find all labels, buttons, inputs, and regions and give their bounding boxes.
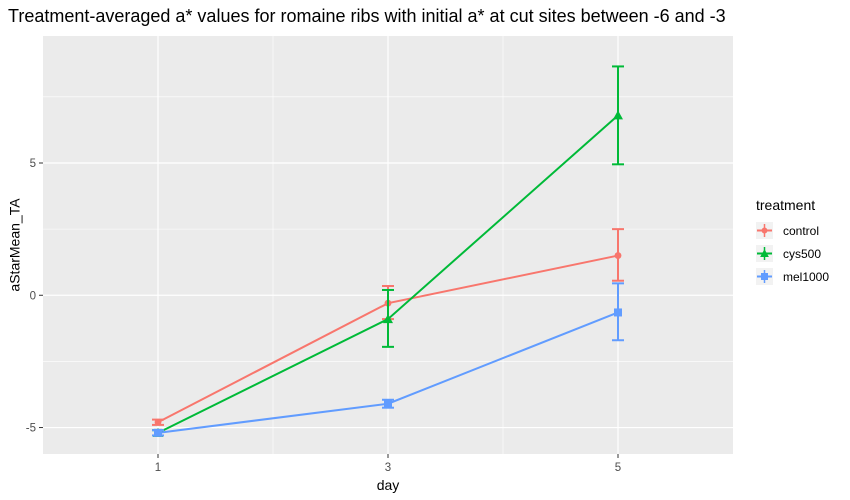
data-point-control [614, 252, 622, 259]
data-point-cys500 [613, 110, 623, 120]
chart-title: Treatment-averaged a* values for romaine… [8, 6, 726, 26]
x-tick-label: 3 [385, 462, 391, 474]
x-axis-title: day [377, 477, 400, 493]
axes: -5 0 5 1 3 5 [26, 158, 621, 474]
y-axis-title: aStarMean_TA [7, 198, 23, 292]
legend-key-marker [761, 227, 768, 234]
legend-item-mel1000: mel1000 [756, 268, 829, 285]
y-tick-label: 0 [30, 290, 36, 302]
legend-title: treatment [756, 197, 815, 213]
x-tick-label: 5 [615, 462, 621, 474]
data-point-control [154, 418, 162, 426]
legend-key-marker [761, 273, 768, 280]
legend-item-control: control [756, 222, 819, 239]
legend-label: cys500 [783, 247, 821, 261]
data-point-mel1000 [384, 399, 392, 408]
series-mel1000 [152, 282, 624, 437]
legend-label: mel1000 [783, 270, 829, 284]
data-point-mel1000 [154, 428, 162, 437]
legend-label: control [783, 224, 819, 238]
x-tick-label: 1 [155, 462, 161, 474]
legend-item-cys500: cys500 [756, 245, 821, 262]
y-tick-label: -5 [26, 423, 36, 435]
y-tick-label: 5 [30, 158, 36, 170]
data-point-mel1000 [614, 308, 622, 317]
series-layer [152, 65, 624, 437]
legend: treatment control cys500 mel1000 [756, 197, 829, 285]
data-point-cys500 [383, 314, 393, 324]
legend-key-marker [760, 249, 769, 257]
